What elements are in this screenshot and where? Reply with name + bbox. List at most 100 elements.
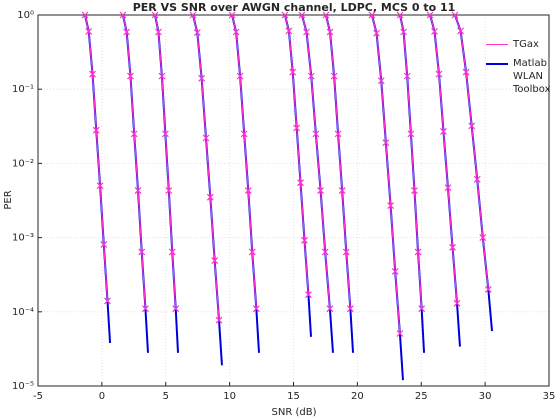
marker [211,257,219,265]
marker [321,248,329,256]
marker [468,122,476,130]
y-tick-label: 10⁻⁴ [12,307,34,318]
marker [228,11,236,19]
marker [138,248,146,256]
marker [473,175,481,183]
line [191,14,223,366]
legend-swatch [486,44,508,45]
line [325,14,351,309]
marker [400,28,408,36]
marker [342,248,350,256]
marker [307,72,315,80]
legend-label: Matlab WLAN Toolbox [513,58,551,95]
marker [119,11,127,19]
line [284,14,310,295]
marker [248,248,256,256]
marker [317,187,325,195]
y-tick-label: 10⁰ [17,10,34,21]
marker [151,11,159,19]
x-axis-label: SNR (dB) [272,407,317,418]
y-tick-label: 10⁻¹ [12,84,34,95]
marker [104,297,111,305]
legend-swatch [486,63,508,65]
marker [440,127,447,135]
marker [407,130,415,138]
y-tick-label: 10⁻⁵ [12,381,34,392]
marker [338,187,346,195]
marker [431,28,438,35]
legend: TGax Matlab WLAN Toolbox [486,38,555,102]
line [371,14,401,334]
line [429,14,458,304]
marker [326,28,334,36]
x-tick-label: 10 [223,391,236,402]
marker [81,11,89,19]
marker [244,187,252,195]
marker [414,248,422,256]
marker [155,28,162,36]
line [154,14,180,353]
marker [240,130,248,138]
legend-label: TGax [513,39,539,50]
marker [382,139,390,147]
marker [236,72,244,80]
marker [158,72,166,80]
marker [281,11,289,19]
marker [453,299,461,307]
marker [312,130,320,138]
x-tick-label: -5 [33,391,43,402]
x-tick-label: 15 [287,391,300,402]
marker [391,268,399,275]
line [399,14,423,309]
marker [130,130,138,138]
marker [396,330,404,337]
line [283,14,313,337]
marker [444,184,452,192]
marker [293,124,301,132]
marker [89,70,96,78]
marker [457,27,465,35]
x-tick-label: 35 [543,391,556,402]
marker [127,72,134,80]
line [122,14,147,309]
marker [298,11,306,19]
marker [289,68,297,76]
legend-entry: Matlab WLAN Toolbox [486,57,555,96]
marker [172,305,180,313]
marker [301,236,308,244]
y-tick-label: 10⁻² [12,158,34,169]
plot-frame [37,14,550,387]
marker [232,28,240,36]
marker [297,179,304,187]
marker [373,29,380,37]
line [231,14,261,353]
marker [411,187,418,195]
marker [326,305,334,313]
x-tick-label: 30 [479,391,492,402]
marker [142,305,149,313]
marker [479,234,487,242]
marker [198,74,206,82]
marker [100,240,108,248]
line [429,14,461,347]
line [399,14,426,353]
marker [334,130,342,138]
marker [96,182,104,190]
marker [123,28,131,36]
marker [449,243,456,251]
marker [368,11,376,19]
marker [418,305,426,313]
marker [462,68,470,76]
marker [252,305,260,313]
line [84,14,112,344]
y-tick-label: 10⁻³ [12,233,34,244]
line [192,14,220,321]
marker [206,193,214,201]
line [300,14,334,353]
marker [92,126,100,134]
marker [165,187,173,195]
x-tick-label: 20 [351,391,364,402]
x-tick-label: 25 [415,391,428,402]
